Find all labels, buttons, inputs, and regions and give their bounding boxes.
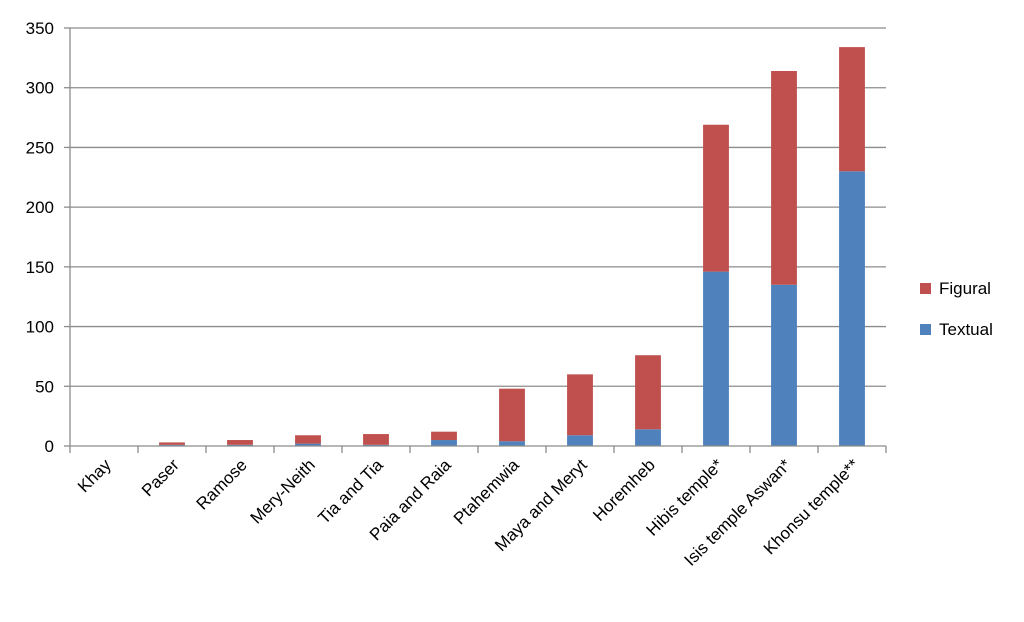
- bar-textual-7: [567, 435, 593, 446]
- y-tick-label: 0: [45, 437, 54, 456]
- bar-figural-3: [295, 435, 321, 444]
- y-tick-label: 50: [35, 377, 54, 396]
- bars: [159, 47, 865, 447]
- axes: [64, 27, 887, 453]
- bar-figural-1: [159, 442, 185, 445]
- bar-figural-6: [499, 388, 525, 442]
- bar-figural-7: [567, 374, 593, 436]
- bar-textual-11: [839, 171, 865, 447]
- bar-figural-10: [771, 70, 797, 285]
- legend-label-figural: Figural: [939, 279, 991, 298]
- bar-textual-5: [431, 440, 457, 446]
- gridlines: [70, 27, 886, 387]
- y-tick-label: 200: [26, 198, 54, 217]
- bar-textual-10: [771, 284, 797, 446]
- bar-textual-3: [295, 443, 321, 446]
- bar-figural-11: [839, 47, 865, 172]
- x-category-label: Ptahemwia: [450, 455, 523, 528]
- legend: Figural Textual: [920, 279, 993, 339]
- x-category-label: Tia and Tia: [314, 455, 387, 528]
- x-category-label: Khay: [74, 455, 115, 496]
- bar-figural-5: [431, 431, 457, 441]
- x-category-label: Paser: [138, 455, 183, 500]
- legend-swatch-textual: [920, 324, 931, 335]
- y-axis-tick-labels: 0 50 100 150 200 250 300 350: [26, 19, 54, 456]
- legend-label-textual: Textual: [939, 320, 993, 339]
- y-tick-label: 350: [26, 19, 54, 38]
- y-tick-label: 250: [26, 138, 54, 157]
- x-category-label: Horemheb: [589, 455, 659, 525]
- bar-figural-8: [635, 355, 661, 430]
- x-category-label: Mery-Neith: [247, 455, 319, 527]
- x-category-label: Ramose: [193, 455, 251, 513]
- bar-figural-2: [227, 440, 253, 445]
- y-tick-label: 100: [26, 318, 54, 337]
- bar-figural-9: [703, 124, 729, 272]
- bar-textual-9: [703, 271, 729, 446]
- legend-swatch-figural: [920, 283, 931, 294]
- y-tick-label: 150: [26, 258, 54, 277]
- bar-figural-4: [363, 434, 389, 445]
- bar-textual-6: [499, 441, 525, 446]
- bar-textual-8: [635, 429, 661, 446]
- y-tick-label: 300: [26, 79, 54, 98]
